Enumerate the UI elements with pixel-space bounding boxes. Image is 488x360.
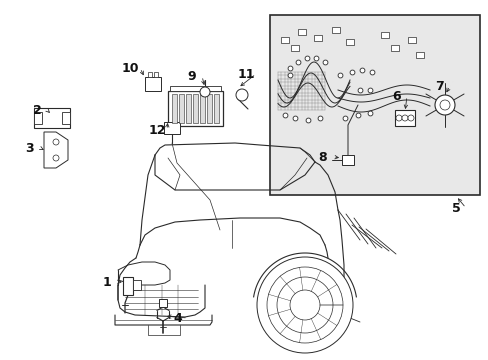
- Circle shape: [439, 100, 449, 110]
- Bar: [290, 45, 298, 51]
- Bar: [170, 86, 221, 91]
- Text: 3: 3: [26, 141, 34, 154]
- Bar: [269, 15, 479, 195]
- Polygon shape: [44, 132, 68, 168]
- Bar: [185, 94, 191, 123]
- Bar: [214, 94, 219, 123]
- Text: 1: 1: [102, 275, 111, 288]
- Bar: [415, 52, 423, 58]
- Text: 10: 10: [121, 62, 139, 75]
- Circle shape: [407, 115, 413, 121]
- Bar: [179, 94, 183, 123]
- Text: 4: 4: [173, 311, 182, 324]
- Circle shape: [236, 89, 247, 101]
- Text: 12: 12: [148, 123, 165, 136]
- Bar: [148, 72, 152, 77]
- Bar: [62, 112, 70, 124]
- Text: 2: 2: [33, 104, 41, 117]
- Bar: [145, 77, 161, 91]
- Bar: [206, 94, 212, 123]
- Bar: [172, 94, 177, 123]
- Circle shape: [53, 139, 59, 145]
- Bar: [346, 39, 353, 45]
- Bar: [123, 277, 133, 295]
- Circle shape: [401, 115, 407, 121]
- Bar: [313, 35, 321, 41]
- Text: 9: 9: [187, 69, 196, 82]
- Bar: [407, 37, 415, 43]
- Bar: [193, 94, 198, 123]
- Bar: [281, 37, 288, 43]
- Bar: [34, 112, 42, 124]
- Text: 8: 8: [318, 150, 326, 163]
- Text: 5: 5: [451, 202, 459, 215]
- Circle shape: [53, 155, 59, 161]
- Bar: [380, 32, 388, 38]
- Text: 7: 7: [435, 80, 444, 93]
- Circle shape: [200, 87, 209, 97]
- Bar: [297, 29, 305, 35]
- Bar: [34, 108, 70, 128]
- Bar: [200, 94, 204, 123]
- Bar: [154, 72, 158, 77]
- Bar: [133, 280, 141, 290]
- Bar: [159, 299, 167, 307]
- Text: 6: 6: [392, 90, 401, 103]
- Circle shape: [395, 115, 401, 121]
- Bar: [390, 45, 398, 51]
- Bar: [331, 27, 339, 33]
- Circle shape: [434, 95, 454, 115]
- Bar: [394, 110, 414, 126]
- Bar: [168, 91, 223, 126]
- Bar: [163, 122, 180, 134]
- Bar: [341, 155, 353, 165]
- Text: 11: 11: [237, 68, 254, 81]
- Circle shape: [257, 257, 352, 353]
